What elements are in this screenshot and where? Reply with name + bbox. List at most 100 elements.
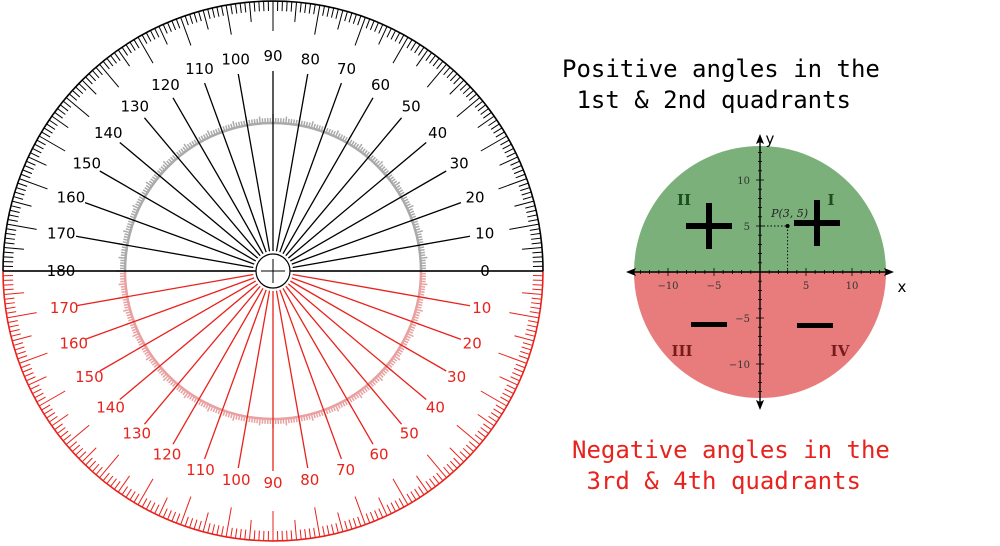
outer-tick bbox=[42, 405, 51, 410]
inner-ring-tick bbox=[402, 343, 406, 345]
outer-tick bbox=[444, 67, 451, 75]
outer-tick bbox=[23, 368, 32, 372]
outer-tick bbox=[208, 9, 210, 19]
inner-ring-tick bbox=[383, 169, 387, 172]
outer-tick bbox=[37, 140, 46, 145]
outer-tick bbox=[11, 206, 21, 208]
inner-ring-tick bbox=[420, 292, 425, 293]
outer-tick bbox=[226, 507, 231, 537]
inner-ring-tick bbox=[167, 161, 170, 165]
inner-ring-tick bbox=[296, 120, 297, 125]
outer-tick bbox=[66, 425, 89, 444]
inner-ring-tick bbox=[173, 156, 176, 160]
outer-tick bbox=[26, 161, 35, 165]
outer-tick bbox=[194, 13, 197, 23]
minus-sign-quadrant-4 bbox=[797, 323, 833, 328]
inner-ring-tick bbox=[121, 289, 126, 290]
inner-ring-tick bbox=[173, 383, 176, 387]
inner-ring-tick bbox=[249, 417, 250, 422]
outer-tick bbox=[203, 10, 208, 29]
outer-tick bbox=[519, 183, 528, 186]
outer-tick bbox=[478, 116, 494, 127]
outer-tick bbox=[496, 132, 505, 137]
inner-ring-tick bbox=[338, 133, 340, 137]
outer-tick bbox=[235, 4, 236, 14]
outer-tick bbox=[122, 487, 128, 495]
outer-tick bbox=[79, 83, 86, 90]
outer-tick bbox=[355, 497, 365, 525]
inner-ring-tick bbox=[379, 374, 383, 377]
inner-ring-tick bbox=[169, 379, 172, 383]
upper-angle-label: 160 bbox=[57, 188, 86, 206]
spoke-line bbox=[293, 236, 470, 267]
inner-ring-tick bbox=[345, 137, 347, 141]
inner-ring-tick bbox=[161, 372, 165, 375]
inner-ring-tick bbox=[158, 171, 162, 174]
inner-ring-tick bbox=[405, 338, 409, 340]
inner-ring-tick bbox=[122, 294, 127, 295]
outer-tick bbox=[530, 312, 540, 314]
outer-tick bbox=[331, 524, 333, 534]
outer-tick bbox=[370, 21, 374, 30]
outer-tick bbox=[489, 120, 497, 126]
outer-tick bbox=[478, 414, 494, 425]
negative-caption-line1: Negative angles in the bbox=[572, 435, 890, 466]
inner-ring-tick bbox=[420, 252, 425, 253]
outer-tick bbox=[300, 530, 301, 540]
upper-angle-label: 20 bbox=[465, 188, 484, 206]
inner-ring-tick bbox=[286, 117, 287, 124]
outer-tick bbox=[155, 28, 159, 37]
outer-tick bbox=[55, 112, 63, 118]
outer-tick bbox=[5, 303, 15, 304]
outer-tick bbox=[511, 161, 520, 165]
inner-ring-tick bbox=[291, 119, 292, 124]
outer-tick bbox=[527, 215, 537, 217]
outer-tick bbox=[493, 409, 501, 414]
outer-tick bbox=[15, 192, 25, 195]
upper-angle-label: 170 bbox=[47, 225, 76, 243]
outer-tick bbox=[16, 351, 26, 354]
inner-ring-tick bbox=[163, 374, 167, 377]
outer-tick bbox=[483, 424, 491, 430]
upper-angle-label: 0 bbox=[480, 262, 490, 280]
outer-tick bbox=[379, 26, 387, 44]
inner-ring-tick bbox=[187, 144, 190, 148]
outer-tick bbox=[231, 4, 233, 14]
lower-angle-label: 30 bbox=[447, 368, 466, 386]
outer-tick bbox=[103, 61, 109, 69]
outer-tick bbox=[336, 523, 338, 533]
inner-ring-tick bbox=[171, 381, 174, 385]
outer-tick bbox=[4, 293, 24, 295]
outer-tick bbox=[18, 356, 27, 359]
inner-ring-tick bbox=[161, 167, 165, 170]
inner-ring-tick bbox=[390, 177, 394, 180]
inner-ring-tick bbox=[152, 362, 156, 365]
outer-tick bbox=[481, 109, 489, 115]
outer-tick bbox=[190, 14, 193, 24]
outer-tick bbox=[111, 55, 117, 63]
inner-ring-tick bbox=[383, 370, 387, 373]
outer-tick bbox=[10, 329, 20, 331]
outer-tick bbox=[338, 512, 343, 531]
y-tick-label: −5 bbox=[735, 314, 750, 325]
outer-tick bbox=[533, 257, 543, 258]
outer-tick bbox=[6, 233, 16, 234]
inner-ring-tick bbox=[420, 284, 427, 285]
inner-ring-tick bbox=[204, 135, 206, 139]
outer-tick bbox=[168, 510, 172, 519]
inner-ring-tick bbox=[420, 250, 425, 251]
outer-tick bbox=[463, 87, 470, 94]
point-marker bbox=[786, 224, 790, 228]
outer-tick bbox=[478, 431, 486, 437]
inner-ring-tick bbox=[257, 119, 258, 124]
inner-ring-tick bbox=[311, 414, 313, 421]
inner-ring-tick bbox=[342, 402, 344, 406]
inner-ring-tick bbox=[138, 199, 142, 201]
inner-ring-tick bbox=[123, 309, 130, 311]
outer-tick bbox=[418, 487, 424, 495]
positive-angles-caption: Positive angles in the 1st & 2nd quadran… bbox=[562, 54, 880, 116]
inner-ring-tick bbox=[121, 250, 126, 251]
outer-tick bbox=[507, 153, 516, 157]
outer-tick bbox=[532, 243, 542, 244]
outer-tick bbox=[395, 33, 400, 42]
